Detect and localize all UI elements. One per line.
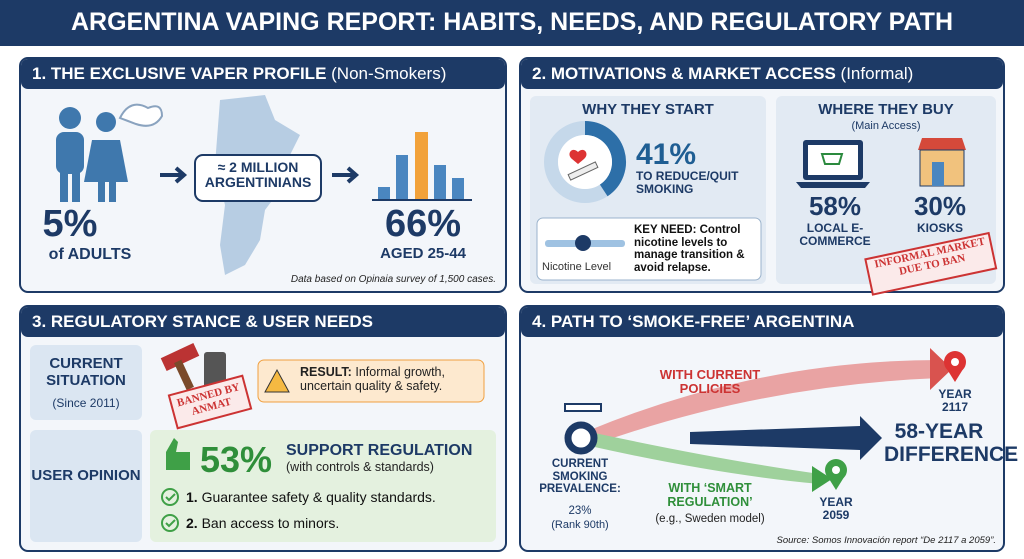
path-label: WITH ‘SMART REGULATION’ [667, 481, 753, 509]
path-note: (e.g., Sweden model) [655, 513, 765, 525]
prevalence-label: CURRENT SMOKING PREVALENCE: [539, 458, 621, 496]
panel-heading: 1. THE EXCLUSIVE VAPER PROFILE (Non-Smok… [32, 64, 447, 84]
heading-note: (Informal) [840, 64, 914, 83]
heading-note: (Non-Smokers) [331, 64, 447, 83]
stat-value: 66% [384, 203, 462, 245]
result-label: RESULT: [300, 365, 352, 379]
stat-label: AGED 25-44 [380, 245, 466, 262]
result-text: Informal growth, uncertain quality & saf… [300, 365, 445, 393]
stat-label: KIOSKS [916, 221, 963, 235]
item-number: 2. [186, 515, 198, 531]
result: RESULT: Informal growth, uncertain quali… [300, 365, 480, 394]
stat-value: 41% [636, 138, 697, 171]
rank: (Rank 90th) [551, 519, 609, 531]
stat-note: (with controls & standards) [286, 460, 434, 474]
difference: 58-YEAR DIFFERENCE [884, 420, 1019, 467]
year-label: YEAR 2059 [819, 495, 853, 523]
slider-label: Nicotine Level [542, 261, 612, 273]
stat-value: 30% [913, 191, 967, 221]
stat-label: LOCAL E-COMMERCE [799, 221, 871, 249]
row-note: (Since 2011) [52, 396, 120, 410]
heading-text: 1. THE EXCLUSIVE VAPER PROFILE [32, 64, 327, 83]
year-label: YEAR 2117 [938, 387, 972, 415]
footnote: Data based on Opinaia survey of 1,500 ca… [290, 274, 496, 285]
stat-label: of ADULTS [48, 246, 132, 263]
item-text: Ban access to minors. [201, 515, 340, 531]
row-label: USER OPINION [31, 467, 141, 484]
key-need: KEY NEED: Control nicotine levels to man… [634, 224, 745, 274]
count-box: ≈ 2 MILLION ARGENTINIANS [204, 159, 312, 191]
list-item: 1. Guarantee safety & quality standards. [186, 489, 436, 505]
item-number: 1. [186, 489, 198, 505]
panel-heading: 4. PATH TO ‘SMOKE-FREE’ ARGENTINA [532, 312, 855, 331]
stat-value: 53% [200, 439, 273, 480]
panel-heading: 2. MOTIVATIONS & MARKET ACCESS (Informal… [532, 64, 914, 84]
sub-note: (Main Access) [851, 120, 921, 132]
sub-heading: WHERE THEY BUY [818, 101, 954, 118]
heading-text: 2. MOTIVATIONS & MARKET ACCESS [532, 64, 836, 83]
stat-value: 5% [42, 203, 98, 245]
stat-value: 58% [808, 191, 862, 221]
sub-heading: WHY THEY START [582, 101, 714, 118]
item-text: Guarantee safety & quality standards. [201, 489, 436, 505]
row-label: CURRENT SITUATION [46, 355, 126, 389]
page-title: ARGENTINA VAPING REPORT: HABITS, NEEDS, … [71, 8, 953, 36]
source: Source: Somos Innovación report “De 2117… [776, 535, 996, 546]
panel-heading: 3. REGULATORY STANCE & USER NEEDS [32, 312, 373, 331]
path-label: WITH CURRENT POLICIES [659, 367, 761, 397]
prevalence-value: 23% [568, 505, 592, 517]
list-item: 2. Ban access to minors. [186, 515, 340, 531]
stat-label: SUPPORT REGULATION [286, 442, 473, 459]
stat-label: TO REDUCE/QUIT SMOKING [636, 169, 739, 197]
